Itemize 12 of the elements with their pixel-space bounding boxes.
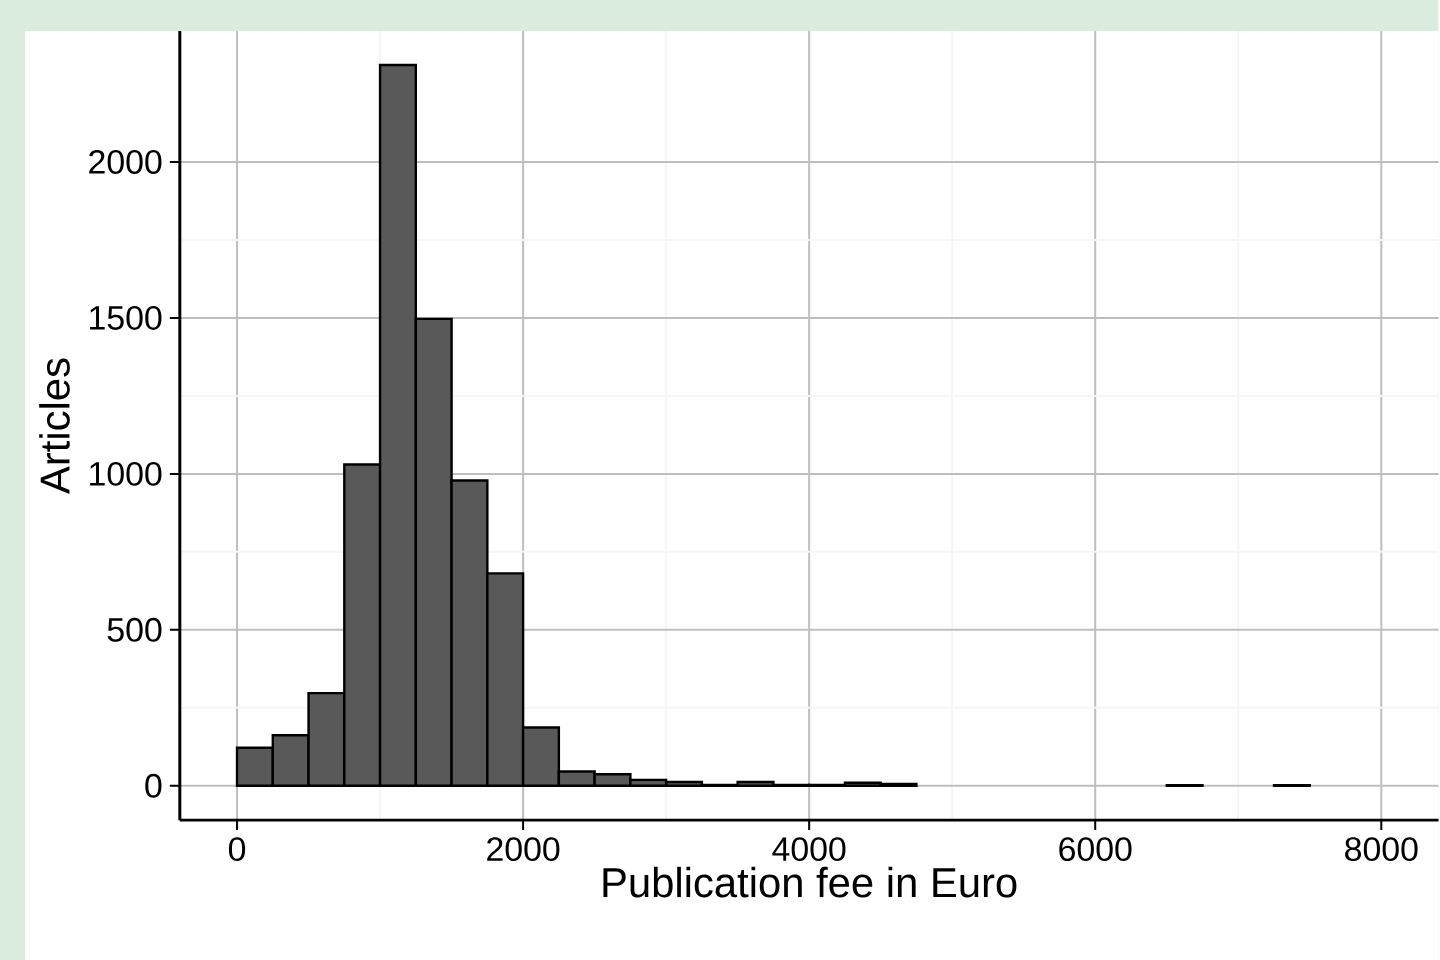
y-tick-label: 2000 xyxy=(89,149,162,174)
x-tick-label: 0 xyxy=(228,837,246,862)
x-tick-label: 8000 xyxy=(1345,837,1418,862)
x-tick-label: 4000 xyxy=(772,837,846,862)
y-tick-label: 0 xyxy=(145,773,162,798)
y-axis-title: Articles xyxy=(39,358,70,494)
x-tick-label: 6000 xyxy=(1059,837,1132,862)
y-tick-label: 1500 xyxy=(90,305,162,330)
x-tick-label: 2000 xyxy=(487,837,560,862)
x-axis-title: Publication fee in Euro xyxy=(603,866,1017,898)
y-tick-label: 500 xyxy=(107,617,162,642)
y-tick-label: 1000 xyxy=(90,461,162,486)
